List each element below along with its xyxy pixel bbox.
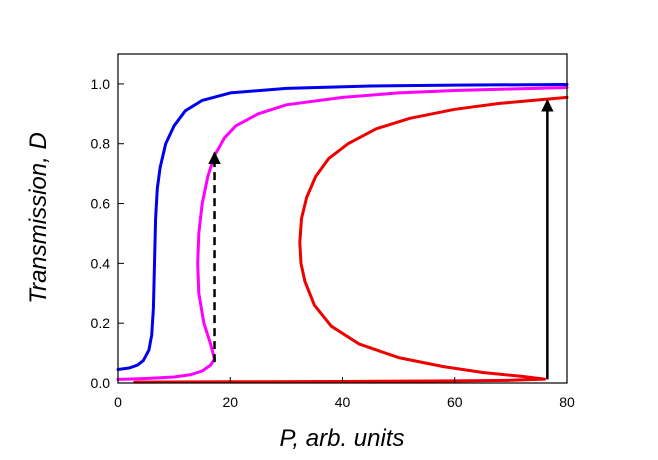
x-tick-label: 0 [114,394,122,410]
x-tick-label: 40 [335,394,351,410]
x-tick-label: 20 [222,394,238,410]
x-tick-label: 80 [559,394,575,410]
series-layer [116,83,569,384]
x-tick-label: 60 [447,394,463,410]
y-tick-label: 0.6 [91,196,111,212]
y-tick-label: 0.0 [91,375,111,391]
y-tick-label: 1.0 [91,76,111,92]
y-tick-label: 0.2 [91,315,111,331]
series-line-2 [116,86,569,381]
series-line-1 [116,83,569,371]
plot-area [118,54,567,383]
y-tick-label: 0.8 [91,136,111,152]
x-axis-title: P, arb. units [280,425,405,452]
y-tick-label: 0.4 [91,255,111,271]
axis-layer: 0 20 40 60 80 0.0 0.2 0.4 0.6 0.8 1.0 [91,76,575,410]
arrow-layer [208,99,554,380]
series-line-3 [133,95,569,384]
y-axis-title: Transmission, D [25,132,52,304]
